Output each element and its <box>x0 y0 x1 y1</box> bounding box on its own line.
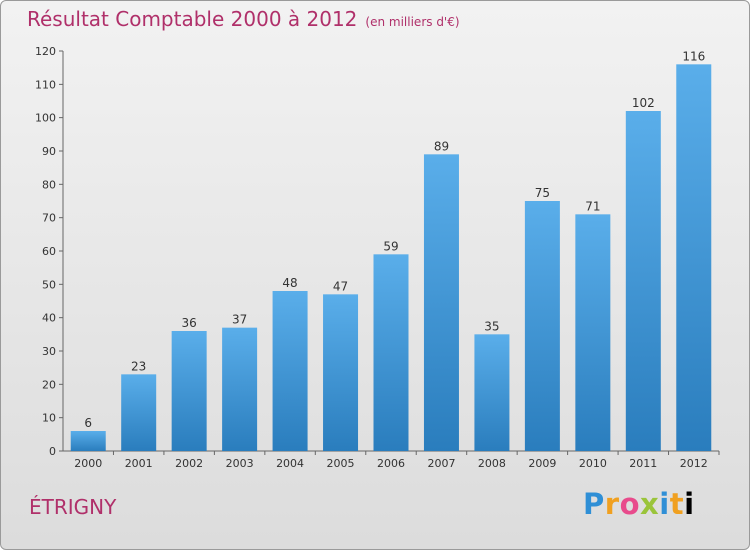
bar <box>171 331 207 451</box>
data-label: 116 <box>682 49 705 63</box>
data-label: 89 <box>434 139 449 153</box>
x-tick-label: 2006 <box>377 457 405 470</box>
x-tick-label: 2001 <box>125 457 153 470</box>
y-tick-label: 40 <box>42 312 56 325</box>
x-tick-label: 2005 <box>327 457 355 470</box>
data-label: 35 <box>484 319 499 333</box>
data-label: 23 <box>131 359 146 373</box>
x-tick-label: 2000 <box>74 457 102 470</box>
data-label: 102 <box>632 96 655 110</box>
x-tick-label: 2004 <box>276 457 304 470</box>
y-tick-label: 20 <box>42 378 56 391</box>
y-tick-label: 10 <box>42 412 56 425</box>
chart-title-text: Résultat Comptable 2000 à 2012 <box>27 7 358 31</box>
bar <box>524 201 560 451</box>
x-tick-label: 2009 <box>528 457 556 470</box>
bar <box>70 431 106 451</box>
bar <box>323 294 359 451</box>
bar <box>625 111 661 451</box>
chart-subtitle: (en milliers d'€) <box>365 15 460 29</box>
data-label: 36 <box>182 316 197 330</box>
y-tick-label: 70 <box>42 212 56 225</box>
y-tick-label: 0 <box>49 445 56 458</box>
data-label: 48 <box>282 276 297 290</box>
data-label: 71 <box>585 199 600 213</box>
y-tick-label: 50 <box>42 278 56 291</box>
x-tick-label: 2003 <box>226 457 254 470</box>
y-tick-label: 110 <box>35 78 56 91</box>
bar <box>222 327 258 451</box>
bar <box>474 334 510 451</box>
y-tick-label: 80 <box>42 178 56 191</box>
bar <box>423 154 459 452</box>
proxiti-logo: Proxiti <box>583 487 695 521</box>
data-label: 6 <box>84 416 92 430</box>
data-label: 59 <box>383 239 398 253</box>
data-label: 37 <box>232 313 247 327</box>
bar <box>121 374 157 451</box>
x-tick-label: 2011 <box>629 457 657 470</box>
bar <box>272 291 308 451</box>
y-tick-label: 90 <box>42 145 56 158</box>
y-tick-label: 100 <box>35 112 56 125</box>
data-label: 75 <box>535 186 550 200</box>
x-tick-label: 2010 <box>579 457 607 470</box>
bar <box>575 214 611 451</box>
data-label: 47 <box>333 279 348 293</box>
bar <box>373 254 409 451</box>
x-tick-label: 2002 <box>175 457 203 470</box>
chart-title: Résultat Comptable 2000 à 2012 (en millie… <box>27 7 460 31</box>
x-tick-label: 2007 <box>427 457 455 470</box>
x-tick-label: 2012 <box>680 457 708 470</box>
y-tick-label: 30 <box>42 345 56 358</box>
bar <box>676 64 712 452</box>
commune-name: ÉTRIGNY <box>29 495 117 519</box>
x-tick-label: 2008 <box>478 457 506 470</box>
y-tick-label: 60 <box>42 245 56 258</box>
y-tick-label: 120 <box>35 45 56 58</box>
